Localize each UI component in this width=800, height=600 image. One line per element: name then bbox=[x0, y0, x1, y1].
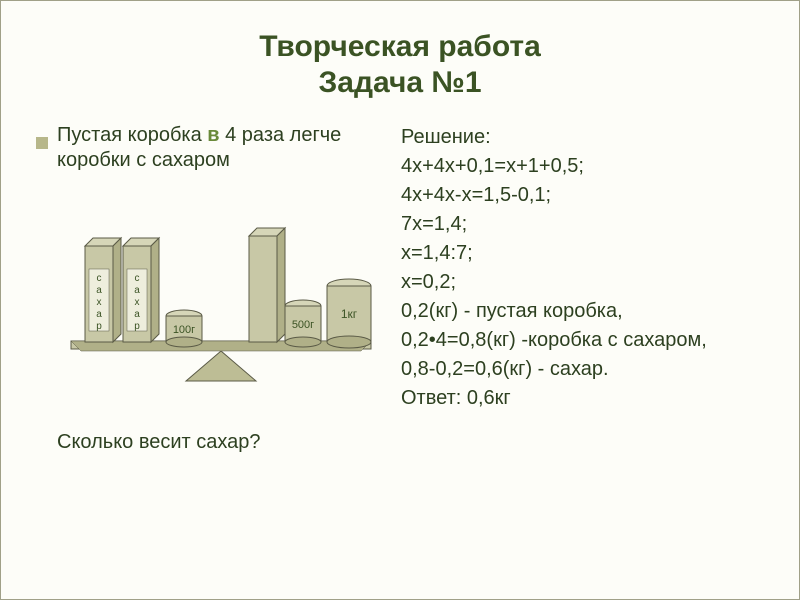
svg-text:а: а bbox=[134, 285, 140, 296]
solution-line: 0,2•4=0,8(кг) -коробка с сахаром, bbox=[401, 326, 749, 355]
problem-emph: в bbox=[207, 124, 225, 146]
svg-text:а: а bbox=[134, 309, 140, 320]
svg-text:с: с bbox=[135, 273, 140, 284]
svg-text:х: х bbox=[135, 297, 140, 308]
sugar-box-1: с а х а р bbox=[85, 238, 121, 342]
bullet-icon bbox=[36, 137, 48, 149]
sugar-box-2: с а х а р bbox=[123, 238, 159, 342]
svg-text:100г: 100г bbox=[173, 324, 195, 336]
content-columns: Пустая коробка в 4 раза легче коробки с … bbox=[51, 123, 749, 454]
problem-prefix: Пустая коробка bbox=[57, 124, 207, 146]
solution-line: 0,2(кг) - пустая коробка, bbox=[401, 297, 749, 326]
left-column: Пустая коробка в 4 раза легче коробки с … bbox=[51, 123, 391, 454]
solution-line: Ответ: 0,6кг bbox=[401, 384, 749, 413]
svg-text:с: с bbox=[97, 273, 102, 284]
scales-diagram: с а х а р с а х а р bbox=[51, 191, 391, 401]
solution-line: Решение: bbox=[401, 123, 749, 152]
problem-question: Сколько весит сахар? bbox=[51, 431, 391, 454]
svg-text:1кг: 1кг bbox=[341, 307, 358, 321]
slide: Творческая работа Задача №1 Пустая короб… bbox=[1, 1, 799, 474]
title-line-1: Творческая работа bbox=[259, 30, 541, 63]
weight-1kg: 1кг bbox=[327, 279, 371, 348]
solution-line: х=1,4:7; bbox=[401, 239, 749, 268]
solution-line: х=0,2; bbox=[401, 268, 749, 297]
weight-100g: 100г bbox=[166, 310, 202, 347]
svg-text:р: р bbox=[134, 321, 140, 332]
solution-line: 7х=1,4; bbox=[401, 210, 749, 239]
solution-line: 0,8-0,2=0,6(кг) - сахар. bbox=[401, 355, 749, 384]
solution-line: 4х+4х+0,1=х+1+0,5; bbox=[401, 152, 749, 181]
svg-text:500г: 500г bbox=[292, 319, 314, 331]
solution-line: 4х+4х-х=1,5-0,1; bbox=[401, 181, 749, 210]
slide-title: Творческая работа Задача №1 bbox=[51, 29, 749, 101]
svg-text:а: а bbox=[96, 309, 102, 320]
title-line-2: Задача №1 bbox=[318, 66, 481, 99]
svg-text:х: х bbox=[97, 297, 102, 308]
right-column: Решение: 4х+4х+0,1=х+1+0,5; 4х+4х-х=1,5-… bbox=[401, 123, 749, 454]
empty-box bbox=[249, 228, 285, 342]
svg-text:а: а bbox=[96, 285, 102, 296]
problem-statement: Пустая коробка в 4 раза легче коробки с … bbox=[51, 123, 391, 173]
svg-text:р: р bbox=[96, 321, 102, 332]
weight-500g: 500г bbox=[285, 300, 321, 347]
